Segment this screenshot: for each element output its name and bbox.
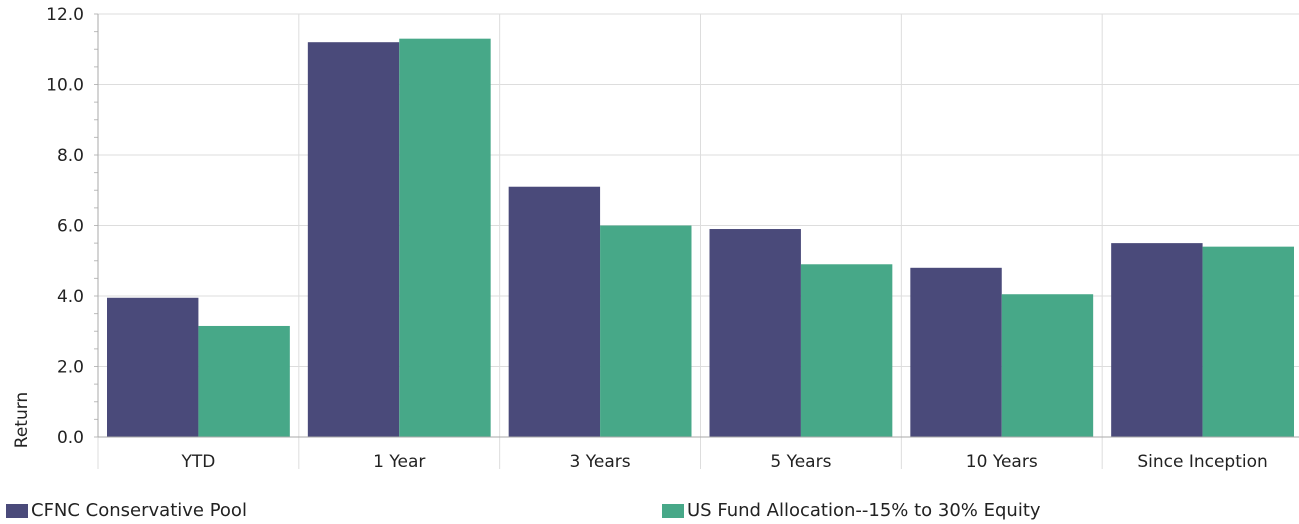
- bar-series-1-3-years[interactable]: [508, 186, 601, 437]
- axes: [94, 13, 1299, 438]
- legend-label-series-2: US Fund Allocation--15% to 30% Equity: [687, 500, 1041, 521]
- bars: [107, 38, 1294, 438]
- x-tick-label: 3 Years: [570, 452, 631, 472]
- y-axis-title: Return: [12, 392, 32, 448]
- y-tick-label: 8.0: [57, 146, 84, 166]
- x-tick-label: Since Inception: [1137, 452, 1267, 472]
- y-tick-label: 6.0: [57, 217, 84, 237]
- bar-series-2-ytd[interactable]: [198, 325, 290, 437]
- x-tick-labels: YTD 1 Year 3 Years 5 Years 10 Years Since Inc…: [180, 452, 1267, 472]
- legend-label-series-1: CFNC Conservative Pool: [31, 500, 247, 521]
- x-tick-label: 10 Years: [966, 452, 1038, 472]
- bar-chart: 0.0 2.0 4.0 6.0 8.0 10.0 12.0 YTD 1 Year 3 Years…: [12, 5, 1299, 472]
- legend-swatch-series-2: [662, 503, 684, 518]
- bar-series-1-ytd[interactable]: [107, 297, 199, 437]
- bar-series-1-since-inception[interactable]: [1111, 243, 1203, 437]
- y-tick-labels: 0.0 2.0 4.0 6.0 8.0 10.0 12.0: [46, 5, 84, 448]
- y-tick-label: 2.0: [57, 358, 84, 378]
- bar-series-2-5-years[interactable]: [800, 264, 893, 437]
- gridlines: [97, 13, 1299, 469]
- bar-series-1-5-years[interactable]: [709, 229, 801, 437]
- bar-series-2-10-years[interactable]: [1001, 294, 1094, 437]
- bar-series-1-10-years[interactable]: [910, 267, 1002, 437]
- bar-series-2-since-inception[interactable]: [1202, 246, 1294, 437]
- legend-swatch-series-1: [6, 503, 28, 518]
- bar-series-1-1-year[interactable]: [307, 42, 400, 437]
- y-tick-label: 12.0: [46, 5, 84, 25]
- y-tick-label: 0.0: [57, 428, 84, 448]
- x-tick-label: 1 Year: [373, 452, 425, 472]
- y-tick-label: 10.0: [46, 76, 84, 96]
- y-tick-label: 4.0: [57, 287, 84, 307]
- bar-series-2-1-year[interactable]: [399, 38, 491, 438]
- legend-item-series-1[interactable]: CFNC Conservative Pool: [6, 500, 247, 521]
- x-tick-label: YTD: [180, 452, 215, 472]
- legend-item-series-2[interactable]: US Fund Allocation--15% to 30% Equity: [662, 500, 1041, 521]
- x-tick-label: 5 Years: [770, 452, 831, 472]
- legend: CFNC Conservative Pool US Fund Allocatio…: [0, 500, 1299, 524]
- bar-series-2-3-years[interactable]: [600, 225, 692, 438]
